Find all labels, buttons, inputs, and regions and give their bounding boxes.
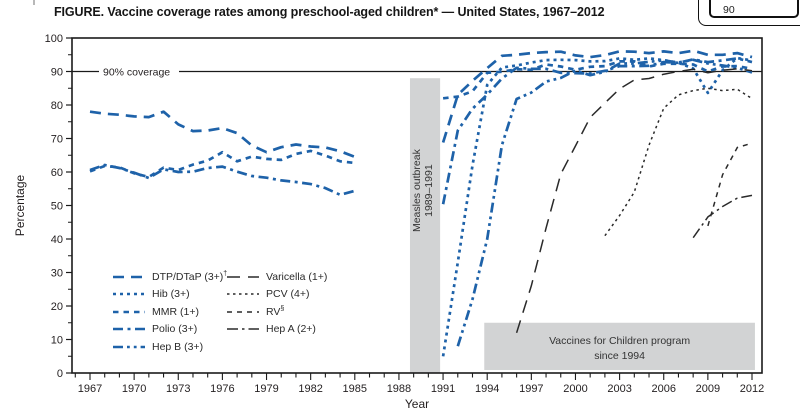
legend-label: DTP/DTaP (3+)† [152,270,228,283]
legend-item-hib: Hib (3+) [112,286,227,304]
x-tick-label: 1976 [210,383,234,395]
y-tick-label: 10 [51,334,63,346]
y-tick-label: 50 [51,200,63,212]
y-tick-label: 100 [45,33,63,45]
cropped-callout-box: 90 [698,0,800,26]
legend-sample-rv [227,311,259,313]
x-tick-label: 1982 [298,383,322,395]
y-tick-label: 0 [57,368,63,380]
legend-item-rv: RV§ [226,303,327,321]
legend-sample-polio [113,327,145,331]
legend-sample-hepb [113,345,145,349]
figure-title: FIGURE. Vaccine coverage rates among pre… [54,5,605,19]
x-tick-label: 2012 [740,383,764,395]
reference-line-label: 90% coverage [103,66,170,78]
vfc-box-label: since 1994 [594,350,645,362]
legend-label: Hep A (2+) [266,323,316,335]
cropped-callout-inner: 90 [709,0,799,18]
legend-column-1: DTP/DTaP (3+)† Hib (3+) MMR (1+) Polio (3+)… [112,268,227,356]
series-line-hib [441,56,753,357]
legend-sample-mmr [113,310,145,314]
y-axis: 0 10 20 30 40 50 60 70 80 90 100 Percentage [13,33,72,380]
legend-item-dtp: DTP/DTaP (3+)† [112,268,227,286]
y-axis-title: Percentage [13,174,27,236]
reference-line-90: 90% coverage [72,63,762,80]
measles-band-label: Measles outbreak [411,148,423,232]
y-tick-label: 90 [51,66,63,78]
legend-label: MMR (1+) [152,305,199,318]
x-tick-label: 2003 [607,383,631,395]
x-tick-label: 1967 [78,383,102,395]
legend-sample-pcv [227,293,259,295]
legend-label: Hep B (3+) [152,340,204,353]
legend-item-varicella: Varicella (1+) [226,268,327,286]
y-tick-label: 20 [51,301,63,313]
legend-label: Varicella (1+) [266,270,328,283]
x-tick-label: 2009 [696,383,720,395]
legend-label: RV§ [266,305,285,318]
x-tick-label: 2006 [651,383,675,395]
y-tick-label: 80 [51,100,63,112]
legend-item-hepb: Hep B (3+) [112,338,227,356]
series-line-rv [707,142,753,227]
series-line-pcv [604,87,753,237]
y-tick-label: 70 [51,133,63,145]
legend-item-mmr: MMR (1+) [112,303,227,321]
x-tick-label: 1994 [475,383,499,395]
legend-sample-varicella [227,276,259,278]
callout-value: 90 [723,3,735,16]
series-line-dtp [89,49,753,159]
legend-label: Polio (3+) [152,323,198,335]
series-line-polio [89,57,753,205]
legend-item-polio: Polio (3+) [112,321,227,339]
legend-column-2: Varicella (1+) PCV (4+) RV§ Hep A (2+) [226,268,327,338]
legend-sample-hib [113,292,145,296]
measles-band: Measles outbreak 1989–1991 [409,78,441,373]
vfc-box: Vaccines for Children program since 1994 [484,322,755,370]
y-tick-label: 30 [51,267,63,279]
x-tick-label: 2000 [563,383,587,395]
page-edge-artifact [33,0,35,5]
legend-sample-hepa [227,328,259,330]
x-tick-label: 1997 [519,383,543,395]
vfc-box-label: Vaccines for Children program [549,335,690,347]
x-axis: 1967 1970 1973 1976 1979 1982 1985 1988 1991 1994… [74,373,764,411]
legend-label: Hib (3+) [152,288,190,300]
x-tick-label: 1973 [166,383,190,395]
measles-band-label: 1989–1991 [423,164,435,217]
legend-label: PCV (4+) [266,288,310,300]
y-tick-label: 60 [51,167,63,179]
x-tick-label: 1988 [387,383,411,395]
x-tick-label: 1979 [254,383,278,395]
legend-item-pcv: PCV (4+) [226,286,327,304]
series-line-hepb [456,58,753,347]
x-axis-title: Year [405,397,429,411]
series-line-hepa [692,194,753,239]
x-tick-label: 1985 [343,383,367,395]
x-tick-label: 1991 [431,383,455,395]
x-tick-label: 1970 [122,383,146,395]
series-line-varicella [515,68,753,334]
y-tick-label: 40 [51,234,63,246]
legend-item-hepa: Hep A (2+) [226,321,327,339]
legend-sample-dtp [113,275,145,279]
